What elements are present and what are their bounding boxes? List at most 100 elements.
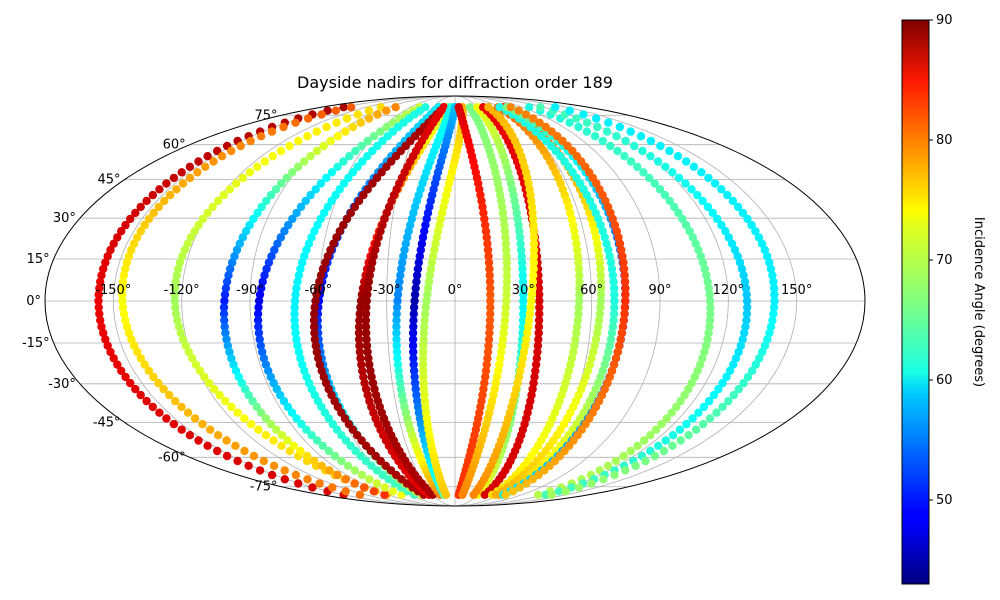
nadir-point (526, 303, 535, 312)
nadir-point (574, 303, 583, 312)
nadir-point (326, 245, 335, 255)
nadir-point (183, 239, 192, 248)
nadir-point (129, 239, 139, 248)
nadir-point (225, 185, 234, 194)
nadir-point (617, 245, 626, 255)
nadir-point (170, 284, 180, 293)
nadir-point (369, 487, 379, 496)
nadir-point (611, 354, 621, 363)
nadir-point (421, 309, 430, 318)
lat-tick-label: 45° (98, 173, 121, 188)
nadir-point (502, 271, 512, 280)
nadir-point (322, 122, 331, 132)
nadir-point (482, 360, 491, 369)
nadir-point (529, 252, 539, 261)
nadir-point (515, 227, 524, 236)
nadir-point (361, 316, 371, 325)
nadir-point (531, 360, 541, 369)
nadir-point (258, 347, 267, 357)
nadir-point (651, 425, 661, 434)
nadir-point (365, 360, 374, 369)
nadir-point (260, 157, 269, 166)
nadir-point (279, 122, 288, 132)
nadir-point (298, 258, 307, 267)
nadir-point (316, 179, 326, 188)
nadir-point (240, 446, 249, 456)
nadir-point (604, 347, 613, 357)
nadir-point (587, 479, 596, 488)
nadir-point (523, 328, 532, 338)
nadir-point (309, 316, 319, 325)
nadir-point (348, 122, 358, 132)
nadir-point (195, 366, 205, 375)
nadir-point (605, 252, 614, 261)
nadir-point (575, 271, 584, 280)
nadir-point (254, 296, 264, 306)
nadir-point (650, 451, 660, 461)
nadir-point (670, 202, 679, 212)
nadir-point (754, 233, 764, 242)
nadir-point (420, 322, 429, 331)
nadir-point (322, 173, 331, 183)
nadir-point (293, 277, 302, 286)
nadir-point (747, 366, 757, 375)
nadir-point (592, 114, 601, 123)
nadir-point (515, 483, 525, 492)
nadir-point (574, 483, 584, 492)
nadir-point (665, 146, 674, 156)
nadir-point (311, 185, 320, 194)
nadir-point (705, 296, 715, 306)
nadir-point (535, 303, 544, 312)
nadir-point (502, 284, 511, 293)
nadir-point (230, 252, 239, 261)
orbit-track (309, 103, 449, 499)
nadir-point (596, 271, 605, 280)
nadir-point (735, 258, 745, 267)
nadir-point (418, 233, 428, 242)
nadir-point (162, 414, 171, 423)
nadir-point (420, 390, 429, 400)
nadir-point (575, 290, 584, 299)
nadir-point (681, 220, 691, 230)
nadir-point (594, 316, 604, 325)
nadir-point (399, 252, 408, 261)
nadir-point (328, 483, 337, 492)
nadir-point (392, 335, 401, 344)
nadir-point (728, 196, 738, 206)
lon-tick-label: -90° (236, 283, 264, 298)
nadir-point (346, 103, 356, 112)
nadir-point (525, 103, 534, 112)
nadir-point (653, 157, 663, 166)
nadir-point (571, 335, 580, 344)
nadir-point (527, 296, 536, 306)
nadir-point (733, 202, 743, 212)
lat-tick-label: 30° (53, 211, 76, 226)
nadir-point (501, 309, 510, 318)
nadir-point (603, 461, 613, 470)
nadir-point (264, 258, 274, 267)
nadir-point (142, 396, 151, 406)
nadir-point (570, 341, 579, 350)
nadir-point (203, 152, 212, 161)
nadir-point (310, 303, 319, 312)
nadir-point (144, 366, 154, 375)
nadir-point (417, 239, 427, 248)
nadir-point (355, 490, 365, 499)
nadir-point (757, 239, 767, 248)
nadir-point (118, 303, 128, 312)
nadir-point (191, 360, 201, 369)
nadir-point (392, 316, 401, 325)
nadir-point (419, 328, 429, 338)
nadir-point (227, 354, 236, 363)
nadir-point (763, 335, 772, 344)
nadir-point (260, 271, 269, 280)
nadir-point (704, 328, 713, 338)
nadir-point (656, 141, 665, 151)
nadir-point (688, 233, 697, 242)
nadir-point (256, 341, 265, 350)
nadir-point (280, 475, 289, 484)
lon-tick-label: 150° (781, 283, 812, 298)
nadir-point (315, 479, 324, 488)
nadir-point (532, 354, 541, 363)
nadir-point (209, 157, 218, 166)
